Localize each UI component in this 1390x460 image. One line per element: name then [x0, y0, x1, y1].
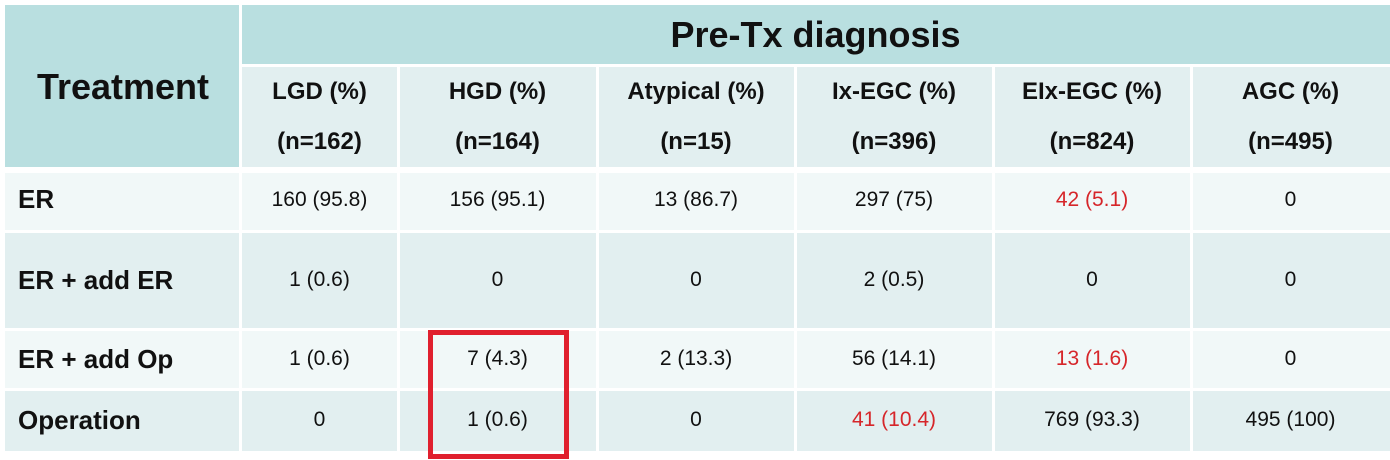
table-cell: 13 (86.7) — [597, 168, 795, 231]
grid-line — [5, 388, 1390, 391]
col-header-atypical: Atypical (%) (n=15) — [597, 65, 795, 168]
table-cell: 156 (95.1) — [398, 168, 597, 231]
table-cell-highlighted: 13 (1.6) — [993, 329, 1191, 389]
pre-tx-diagnosis-title: Pre-Tx diagnosis — [241, 5, 1390, 65]
col-header-lgd: LGD (%) (n=162) — [241, 65, 398, 168]
table-cell: 495 (100) — [1191, 389, 1390, 451]
row-label-er-add-op: ER + add Op — [5, 329, 241, 389]
diagnosis-treatment-table: Treatment Pre-Tx diagnosis LGD (%) (n=16… — [5, 5, 1390, 451]
table-cell: 1 (0.6) — [241, 231, 398, 329]
col-name: EIx-EGC (%) — [1021, 77, 1162, 105]
col-n: (n=162) — [277, 127, 362, 155]
grid-line — [794, 65, 797, 451]
table-cell: 769 (93.3) — [993, 389, 1191, 451]
table-cell: 160 (95.8) — [241, 168, 398, 231]
table-cell: 0 — [1191, 329, 1390, 389]
highlight-box — [428, 330, 569, 459]
grid-line — [5, 230, 1390, 233]
col-n: (n=824) — [1049, 127, 1135, 155]
table-cell: 0 — [597, 389, 795, 451]
table-cell: 0 — [1191, 231, 1390, 329]
grid-line — [239, 5, 242, 451]
col-n: (n=15) — [660, 127, 732, 155]
table-cell: 2 (13.3) — [597, 329, 795, 389]
table-cell: 56 (14.1) — [795, 329, 993, 389]
col-name: LGD (%) — [272, 77, 367, 105]
col-name: Ix-EGC (%) — [831, 77, 956, 105]
col-name: Atypical (%) — [627, 77, 765, 105]
table-cell: 0 — [993, 231, 1191, 329]
table-cell: 0 — [241, 389, 398, 451]
table-cell-highlighted: 41 (10.4) — [795, 389, 993, 451]
table-cell: 0 — [398, 231, 597, 329]
table-cell: 0 — [597, 231, 795, 329]
grid-line — [5, 328, 1390, 331]
grid-line — [596, 65, 599, 451]
col-n: (n=164) — [455, 127, 540, 155]
treatment-header: Treatment — [5, 5, 241, 168]
col-header-ix-egc: Ix-EGC (%) (n=396) — [795, 65, 993, 168]
col-header-agc: AGC (%) (n=495) — [1191, 65, 1390, 168]
row-label-er: ER — [5, 168, 241, 231]
col-header-hgd: HGD (%) (n=164) — [398, 65, 597, 168]
grid-line — [1190, 65, 1193, 451]
col-n: (n=396) — [851, 127, 937, 155]
col-name: AGC (%) — [1241, 77, 1340, 105]
table-cell: 297 (75) — [795, 168, 993, 231]
table-cell: 0 — [1191, 168, 1390, 231]
grid-line — [992, 65, 995, 451]
row-label-er-add-er: ER + add ER — [5, 231, 241, 329]
table-cell-highlighted: 42 (5.1) — [993, 168, 1191, 231]
table-cell: 1 (0.6) — [241, 329, 398, 389]
table-cell: 2 (0.5) — [795, 231, 993, 329]
grid-line — [5, 167, 1390, 173]
col-n: (n=495) — [1248, 127, 1333, 155]
col-header-eix-egc: EIx-EGC (%) (n=824) — [993, 65, 1191, 168]
grid-line — [241, 64, 1390, 67]
col-name: HGD (%) — [448, 77, 547, 105]
row-label-operation: Operation — [5, 389, 241, 451]
grid-line — [397, 65, 400, 451]
